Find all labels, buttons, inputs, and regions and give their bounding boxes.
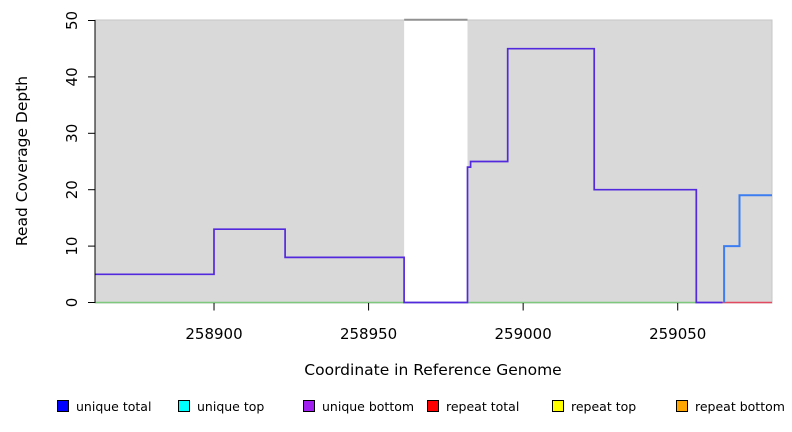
y-axis-label: Read Coverage Depth xyxy=(13,76,31,246)
y-tick-label: 30 xyxy=(63,124,81,143)
legend-label: repeat top xyxy=(571,398,637,414)
plot-background-layer xyxy=(94,18,773,304)
legend-swatch xyxy=(178,400,190,412)
gap-region xyxy=(404,19,468,304)
x-axis-label: Coordinate in Reference Genome xyxy=(304,361,561,379)
plot-axes-layer: 0 10 20 30 40 50 258900 258950 259000 259050 xyxy=(63,11,706,343)
x-tick-label: 258900 xyxy=(185,325,242,343)
legend-swatch xyxy=(427,400,439,412)
coverage-plot: 0 10 20 30 40 50 258900 258950 259000 259050 Coor… xyxy=(13,11,773,379)
legend-label: unique bottom xyxy=(322,398,415,414)
legend-item-unique-bottom: unique bottom xyxy=(303,398,414,414)
legend-item-repeat-top: repeat top xyxy=(552,398,636,414)
x-tick-label: 259000 xyxy=(495,325,552,343)
legend-item-repeat-bottom: repeat bottom xyxy=(676,398,785,414)
legend-swatch xyxy=(57,400,69,412)
legend-label: repeat bottom xyxy=(695,398,785,414)
y-tick-label: 40 xyxy=(63,67,81,86)
legend-item-unique-top: unique top xyxy=(178,398,264,414)
plot-series-layer xyxy=(95,47,772,304)
x-tick-label: 258950 xyxy=(340,325,397,343)
series-unique-bottom xyxy=(95,47,723,304)
legend-label: unique total xyxy=(76,398,152,414)
chart-legend: unique total unique top unique bottom repea… xyxy=(0,398,792,418)
x-tick-label: 259050 xyxy=(649,325,706,343)
legend-label: repeat total xyxy=(446,398,520,414)
y-tick-label: 0 xyxy=(63,298,81,308)
legend-swatch xyxy=(552,400,564,412)
series-unique-total xyxy=(723,194,772,303)
legend-item-unique-total: unique total xyxy=(57,398,151,414)
y-tick-label: 50 xyxy=(63,11,81,30)
y-tick-label: 10 xyxy=(63,237,81,256)
y-tick-label: 20 xyxy=(63,180,81,199)
legend-swatch xyxy=(303,400,315,412)
legend-swatch xyxy=(676,400,688,412)
legend-label: unique top xyxy=(197,398,265,414)
legend-item-repeat-total: repeat total xyxy=(427,398,519,414)
